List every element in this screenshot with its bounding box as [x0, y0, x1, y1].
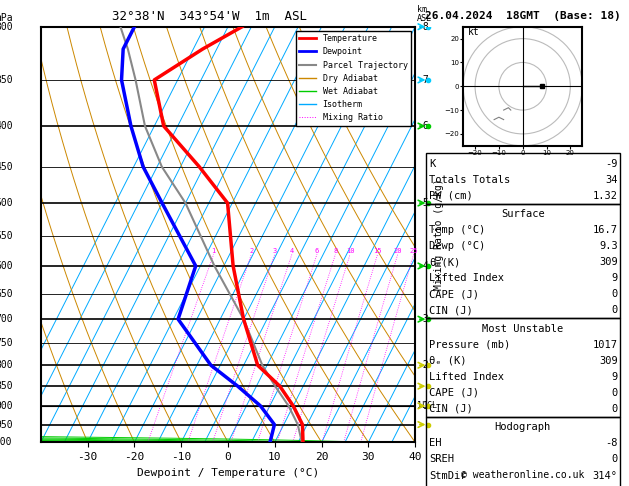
Text: 25: 25	[409, 248, 418, 254]
Text: 450: 450	[0, 162, 13, 172]
Text: 1LCL: 1LCL	[417, 401, 437, 410]
Text: 1000: 1000	[0, 437, 13, 447]
Text: Mixing Ratio (g/kg): Mixing Ratio (g/kg)	[435, 179, 445, 290]
Text: -3: -3	[417, 314, 429, 324]
Text: 400: 400	[0, 121, 13, 131]
Text: θₑ (K): θₑ (K)	[429, 356, 467, 366]
Text: StmDir: StmDir	[429, 470, 467, 481]
Legend: Temperature, Dewpoint, Parcel Trajectory, Dry Adiabat, Wet Adiabat, Isotherm, Mi: Temperature, Dewpoint, Parcel Trajectory…	[296, 31, 411, 125]
Text: 10: 10	[346, 248, 354, 254]
Text: 500: 500	[0, 198, 13, 208]
Text: -1: -1	[417, 401, 429, 411]
Text: hPa: hPa	[0, 13, 13, 22]
Text: -5: -5	[417, 198, 429, 208]
Text: SREH: SREH	[429, 454, 454, 465]
Text: 550: 550	[0, 231, 13, 241]
Text: 950: 950	[0, 419, 13, 430]
Text: Most Unstable: Most Unstable	[482, 324, 564, 334]
Text: -4: -4	[417, 261, 429, 271]
X-axis label: Dewpoint / Temperature (°C): Dewpoint / Temperature (°C)	[137, 468, 319, 478]
Text: 314°: 314°	[593, 470, 618, 481]
Text: 0: 0	[611, 289, 618, 299]
Text: 750: 750	[0, 338, 13, 348]
Text: kt: kt	[468, 27, 480, 37]
Text: -6: -6	[417, 121, 429, 131]
Text: 6: 6	[315, 248, 319, 254]
Text: 350: 350	[0, 75, 13, 85]
Text: 9.3: 9.3	[599, 241, 618, 251]
Text: 2: 2	[249, 248, 253, 254]
Text: Totals Totals: Totals Totals	[429, 174, 510, 185]
Text: Lifted Index: Lifted Index	[429, 372, 504, 382]
Text: 16.7: 16.7	[593, 225, 618, 235]
Text: 9: 9	[611, 372, 618, 382]
Text: © weatheronline.co.uk: © weatheronline.co.uk	[461, 470, 584, 480]
Text: 850: 850	[0, 381, 13, 391]
Text: CIN (J): CIN (J)	[429, 404, 473, 414]
Text: Hodograph: Hodograph	[494, 422, 551, 433]
Text: 9: 9	[611, 273, 618, 283]
Text: Lifted Index: Lifted Index	[429, 273, 504, 283]
Text: Temp (°C): Temp (°C)	[429, 225, 485, 235]
Text: 26.04.2024  18GMT  (Base: 18): 26.04.2024 18GMT (Base: 18)	[425, 11, 621, 21]
Text: -8: -8	[605, 438, 618, 449]
Text: 32°38'N  343°54'W  1m  ASL: 32°38'N 343°54'W 1m ASL	[112, 10, 307, 23]
Text: 1.32: 1.32	[593, 191, 618, 201]
Text: 700: 700	[0, 314, 13, 324]
Text: 309: 309	[599, 356, 618, 366]
Text: Dewp (°C): Dewp (°C)	[429, 241, 485, 251]
Text: PW (cm): PW (cm)	[429, 191, 473, 201]
Text: 0: 0	[611, 454, 618, 465]
Text: 0: 0	[611, 388, 618, 398]
Text: θₑ(K): θₑ(K)	[429, 257, 460, 267]
Text: 4: 4	[290, 248, 294, 254]
Text: 34: 34	[605, 174, 618, 185]
Text: 300: 300	[0, 22, 13, 32]
Text: -2: -2	[417, 360, 429, 370]
Text: K: K	[429, 158, 435, 169]
Text: 8: 8	[333, 248, 338, 254]
Text: 0: 0	[611, 305, 618, 315]
Text: 800: 800	[0, 360, 13, 370]
Text: 309: 309	[599, 257, 618, 267]
Text: 900: 900	[0, 401, 13, 411]
Text: km
ASL: km ASL	[417, 4, 432, 22]
Text: Pressure (mb): Pressure (mb)	[429, 340, 510, 350]
Text: EH: EH	[429, 438, 442, 449]
Text: 1: 1	[211, 248, 216, 254]
Text: 15: 15	[374, 248, 382, 254]
Text: CAPE (J): CAPE (J)	[429, 289, 479, 299]
Text: Surface: Surface	[501, 209, 545, 219]
Text: CIN (J): CIN (J)	[429, 305, 473, 315]
Text: -9: -9	[605, 158, 618, 169]
Text: 600: 600	[0, 261, 13, 271]
Text: 0: 0	[611, 404, 618, 414]
Text: CAPE (J): CAPE (J)	[429, 388, 479, 398]
Text: -7: -7	[417, 75, 429, 85]
Text: 650: 650	[0, 289, 13, 298]
Text: -8: -8	[417, 22, 429, 32]
Text: 3: 3	[272, 248, 277, 254]
Text: 1017: 1017	[593, 340, 618, 350]
Text: 20: 20	[394, 248, 402, 254]
